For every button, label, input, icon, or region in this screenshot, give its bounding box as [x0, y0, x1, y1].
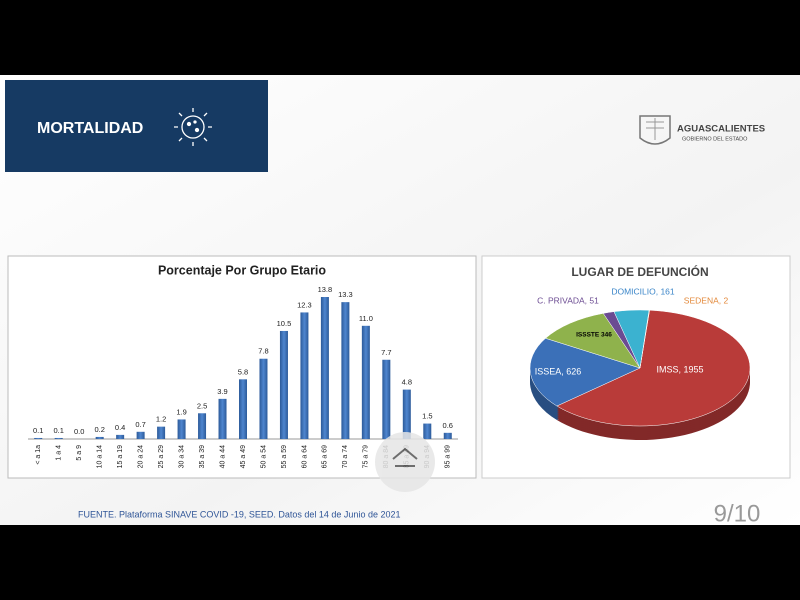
- logo-sub: GOBIERNO DEL ESTADO: [682, 136, 748, 142]
- bar: [341, 302, 350, 439]
- logo-name: AGUASCALIENTES: [677, 124, 765, 135]
- x-tick-label: < a 1a: [35, 445, 42, 465]
- x-tick-label: 60 a 64: [301, 445, 308, 468]
- value-label: 0.1: [33, 426, 43, 435]
- x-tick-label: 5 a 9: [76, 445, 83, 461]
- bar: [198, 413, 207, 439]
- x-tick-label: 70 a 74: [342, 445, 349, 468]
- value-label: 5.8: [238, 367, 248, 376]
- x-tick-label: 20 a 24: [137, 445, 144, 468]
- header-box: [5, 80, 268, 172]
- slice-label: C. PRIVADA, 51: [537, 295, 599, 305]
- bar: [34, 437, 43, 439]
- value-label: 13.3: [338, 290, 353, 299]
- value-label: 0.2: [94, 425, 104, 434]
- x-tick-label: 10 a 14: [97, 445, 104, 468]
- virus-icon: [174, 108, 212, 146]
- scroll-up-button[interactable]: [375, 432, 435, 492]
- bar: [361, 325, 370, 439]
- value-label: 1.2: [156, 415, 166, 424]
- value-label: 0.7: [135, 420, 145, 429]
- x-tick-label: 35 a 39: [199, 445, 206, 468]
- header-title: MORTALIDAD: [37, 120, 143, 137]
- value-label: 11.0: [359, 314, 373, 323]
- bar: [320, 297, 329, 439]
- source-note: FUENTE. Plataforma SINAVE COVID -19, SEE…: [78, 509, 400, 519]
- x-tick-label: 50 a 54: [260, 445, 267, 468]
- pie-slice: [639, 309, 650, 369]
- value-label: 1.5: [422, 412, 432, 421]
- chart-title: LUGAR DE DEFUNCIÓN: [571, 264, 708, 279]
- value-label: 0.0: [74, 427, 84, 436]
- x-tick-label: 15 a 19: [117, 445, 124, 468]
- bar: [423, 423, 432, 439]
- value-label: 0.4: [115, 423, 125, 432]
- bar: [300, 312, 309, 439]
- chart-title: Porcentaje Por Grupo Etario: [158, 263, 326, 277]
- x-tick-label: 45 a 49: [240, 445, 247, 468]
- button-circle[interactable]: [375, 432, 435, 492]
- value-label: 12.3: [297, 300, 312, 309]
- slice-label: IMSS, 1955: [656, 364, 703, 374]
- bar: [218, 398, 227, 439]
- bar: [136, 431, 145, 439]
- bar: [279, 330, 288, 439]
- bar: [157, 426, 166, 439]
- value-label: 4.8: [402, 378, 412, 387]
- bar: [402, 389, 411, 439]
- page-number: 9/10: [714, 500, 761, 527]
- x-tick-label: 40 a 44: [219, 445, 226, 468]
- slice-label: ISSSTE 346: [576, 332, 612, 339]
- bar-chart: 0.1 < a 1a 0.1 1 a 4 0.0 5 a 9 0.2 10 a 14 0.4 15…: [28, 285, 458, 468]
- value-label: 0.1: [53, 426, 63, 435]
- value-label: 13.8: [318, 285, 333, 294]
- pie-slice: [545, 313, 641, 369]
- x-tick-label: 75 a 79: [363, 445, 370, 468]
- value-label: 0.6: [443, 421, 453, 430]
- x-tick-label: 95 a 99: [445, 445, 452, 468]
- bar: [177, 419, 186, 439]
- x-tick-label: 1 a 4: [56, 445, 63, 461]
- bar: [382, 359, 391, 439]
- pie-slice: [556, 309, 751, 427]
- state-logo: [639, 115, 671, 145]
- slice-label: DOMICILIO, 161: [611, 286, 675, 296]
- value-label: 3.9: [217, 387, 227, 396]
- button-icon[interactable]: [392, 447, 418, 467]
- value-label: 7.8: [258, 347, 268, 356]
- slice-label: SEDENA, 2: [684, 295, 729, 305]
- value-label: 7.7: [381, 348, 391, 357]
- value-label: 2.5: [197, 401, 207, 410]
- bar: [116, 434, 125, 439]
- bar: [95, 436, 104, 439]
- x-tick-label: 25 a 29: [158, 445, 165, 468]
- x-tick-label: 65 a 69: [322, 445, 329, 468]
- pie-chart: IMSS, 1955 ISSEA, 626 ISSSTE 346 C. PRIVADA…: [529, 286, 751, 440]
- bar: [259, 358, 268, 439]
- bar: [54, 437, 63, 439]
- slice-label: ISSEA, 626: [535, 366, 582, 376]
- bar: [443, 432, 452, 439]
- value-label: 10.5: [277, 319, 292, 328]
- x-tick-label: 55 a 59: [281, 445, 288, 468]
- x-tick-label: 30 a 34: [178, 445, 185, 468]
- bar: [239, 379, 247, 439]
- value-label: 1.9: [176, 407, 186, 416]
- pie-slice: [529, 338, 641, 407]
